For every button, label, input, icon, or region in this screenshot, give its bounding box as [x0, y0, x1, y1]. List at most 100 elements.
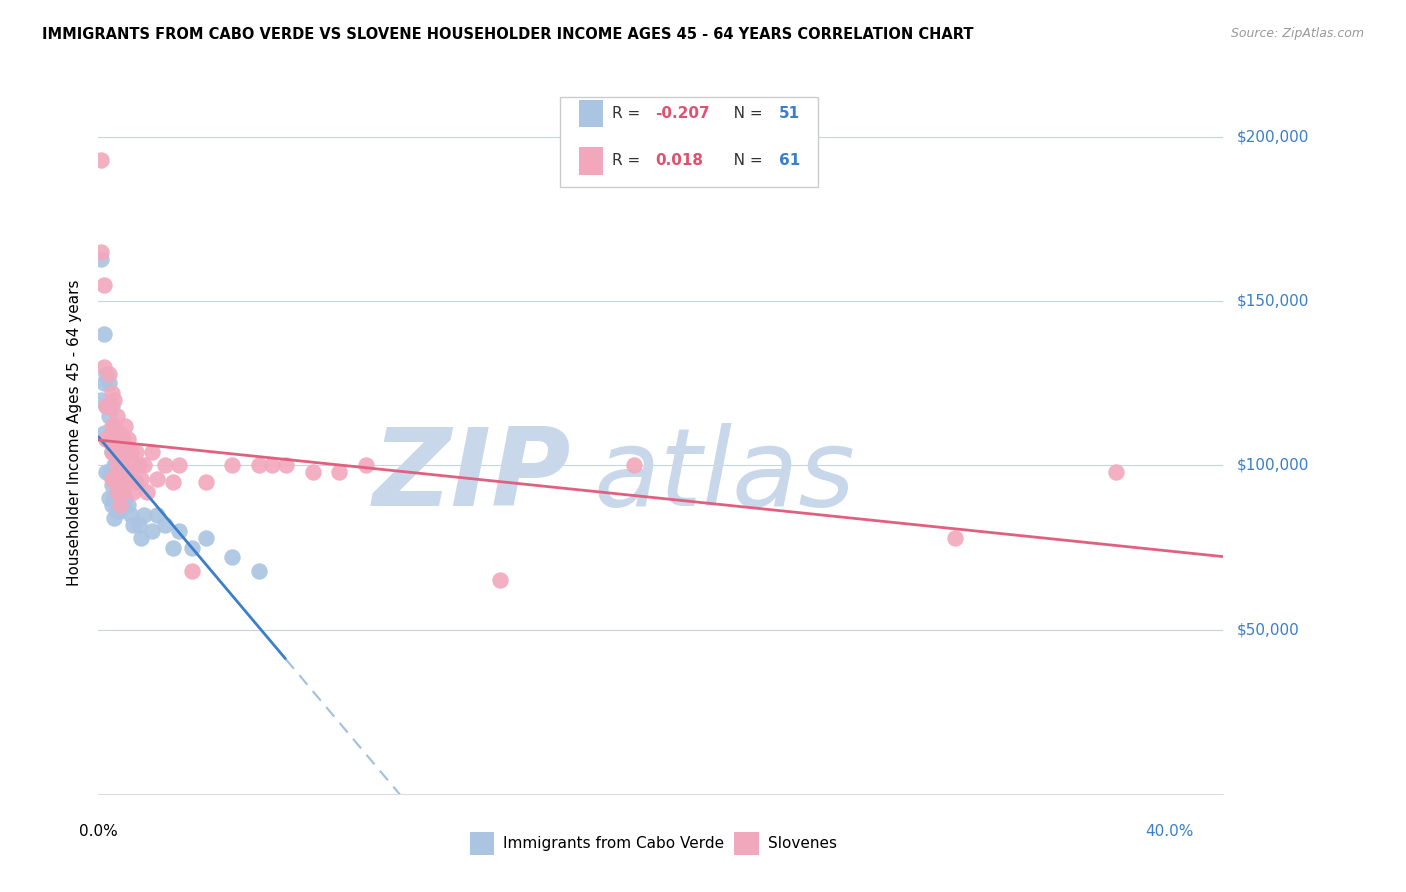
Text: R =: R =: [613, 106, 645, 121]
Text: Immigrants from Cabo Verde: Immigrants from Cabo Verde: [503, 836, 724, 851]
Point: [135, 484, 157, 499]
Point: [96, 400, 118, 414]
Point: [98, 432, 121, 446]
Point: [105, 432, 128, 446]
Point: [129, 472, 152, 486]
Text: $200,000: $200,000: [1237, 129, 1309, 145]
Point: [101, 419, 124, 434]
Point: [103, 472, 125, 486]
Point: [274, 458, 297, 473]
Point: [354, 458, 377, 473]
FancyBboxPatch shape: [579, 100, 603, 128]
Point: [167, 524, 190, 538]
Text: 51: 51: [779, 106, 800, 121]
Point: [114, 419, 136, 434]
Point: [125, 445, 148, 459]
Point: [98, 465, 121, 479]
Point: [114, 491, 136, 506]
Point: [162, 541, 184, 555]
Point: [120, 472, 142, 486]
Text: atlas: atlas: [593, 424, 855, 528]
Point: [101, 386, 124, 401]
Point: [262, 458, 284, 473]
Text: R =: R =: [613, 153, 645, 169]
Point: [623, 458, 645, 473]
Point: [103, 511, 125, 525]
Text: $100,000: $100,000: [1237, 458, 1309, 473]
Point: [132, 508, 155, 522]
Point: [96, 465, 118, 479]
Point: [167, 458, 190, 473]
FancyBboxPatch shape: [579, 147, 603, 175]
Point: [489, 574, 512, 588]
Point: [93, 425, 115, 440]
Point: [108, 504, 131, 518]
Point: [221, 458, 243, 473]
Point: [122, 484, 145, 499]
Point: [328, 465, 350, 479]
Point: [93, 277, 115, 292]
Point: [108, 445, 131, 459]
Point: [103, 419, 125, 434]
Text: $50,000: $50,000: [1237, 623, 1301, 637]
Point: [945, 531, 967, 545]
Point: [96, 432, 118, 446]
Point: [181, 564, 204, 578]
Point: [117, 432, 139, 446]
Point: [117, 465, 139, 479]
Point: [125, 475, 148, 489]
Point: [103, 419, 125, 434]
Point: [93, 327, 115, 342]
Point: [128, 517, 150, 532]
Point: [221, 550, 243, 565]
Point: [194, 475, 217, 489]
Point: [132, 458, 155, 473]
Text: 40.0%: 40.0%: [1146, 824, 1194, 839]
Point: [141, 445, 163, 459]
Text: Slovenes: Slovenes: [768, 836, 837, 851]
Point: [93, 376, 115, 391]
Text: 0.0%: 0.0%: [79, 824, 118, 839]
Point: [111, 484, 134, 499]
Text: N =: N =: [720, 153, 768, 169]
Point: [90, 392, 112, 407]
Text: Source: ZipAtlas.com: Source: ZipAtlas.com: [1230, 27, 1364, 40]
Point: [105, 504, 128, 518]
Point: [108, 498, 131, 512]
Point: [98, 376, 121, 391]
Point: [146, 472, 169, 486]
Point: [111, 472, 134, 486]
Point: [101, 472, 124, 486]
Point: [98, 491, 121, 506]
Point: [117, 498, 139, 512]
Point: [111, 498, 134, 512]
Point: [101, 465, 124, 479]
Point: [96, 400, 118, 414]
Point: [120, 508, 142, 522]
Point: [1105, 465, 1128, 479]
Point: [105, 432, 128, 446]
Point: [194, 531, 217, 545]
Point: [111, 432, 134, 446]
Point: [105, 478, 128, 492]
Point: [128, 458, 150, 473]
Point: [93, 359, 115, 374]
Point: [301, 465, 323, 479]
Point: [101, 445, 124, 459]
Point: [101, 400, 124, 414]
Point: [155, 517, 177, 532]
Point: [96, 432, 118, 446]
Point: [101, 478, 124, 492]
Text: ZIP: ZIP: [373, 423, 571, 529]
Text: IMMIGRANTS FROM CABO VERDE VS SLOVENE HOUSEHOLDER INCOME AGES 45 - 64 YEARS CORR: IMMIGRANTS FROM CABO VERDE VS SLOVENE HO…: [42, 27, 974, 42]
Point: [90, 244, 112, 259]
Point: [103, 458, 125, 473]
Point: [122, 517, 145, 532]
Point: [103, 472, 125, 486]
FancyBboxPatch shape: [560, 96, 818, 187]
Point: [103, 445, 125, 459]
Point: [141, 524, 163, 538]
Point: [105, 409, 128, 424]
Point: [108, 425, 131, 440]
Text: N =: N =: [720, 106, 768, 121]
